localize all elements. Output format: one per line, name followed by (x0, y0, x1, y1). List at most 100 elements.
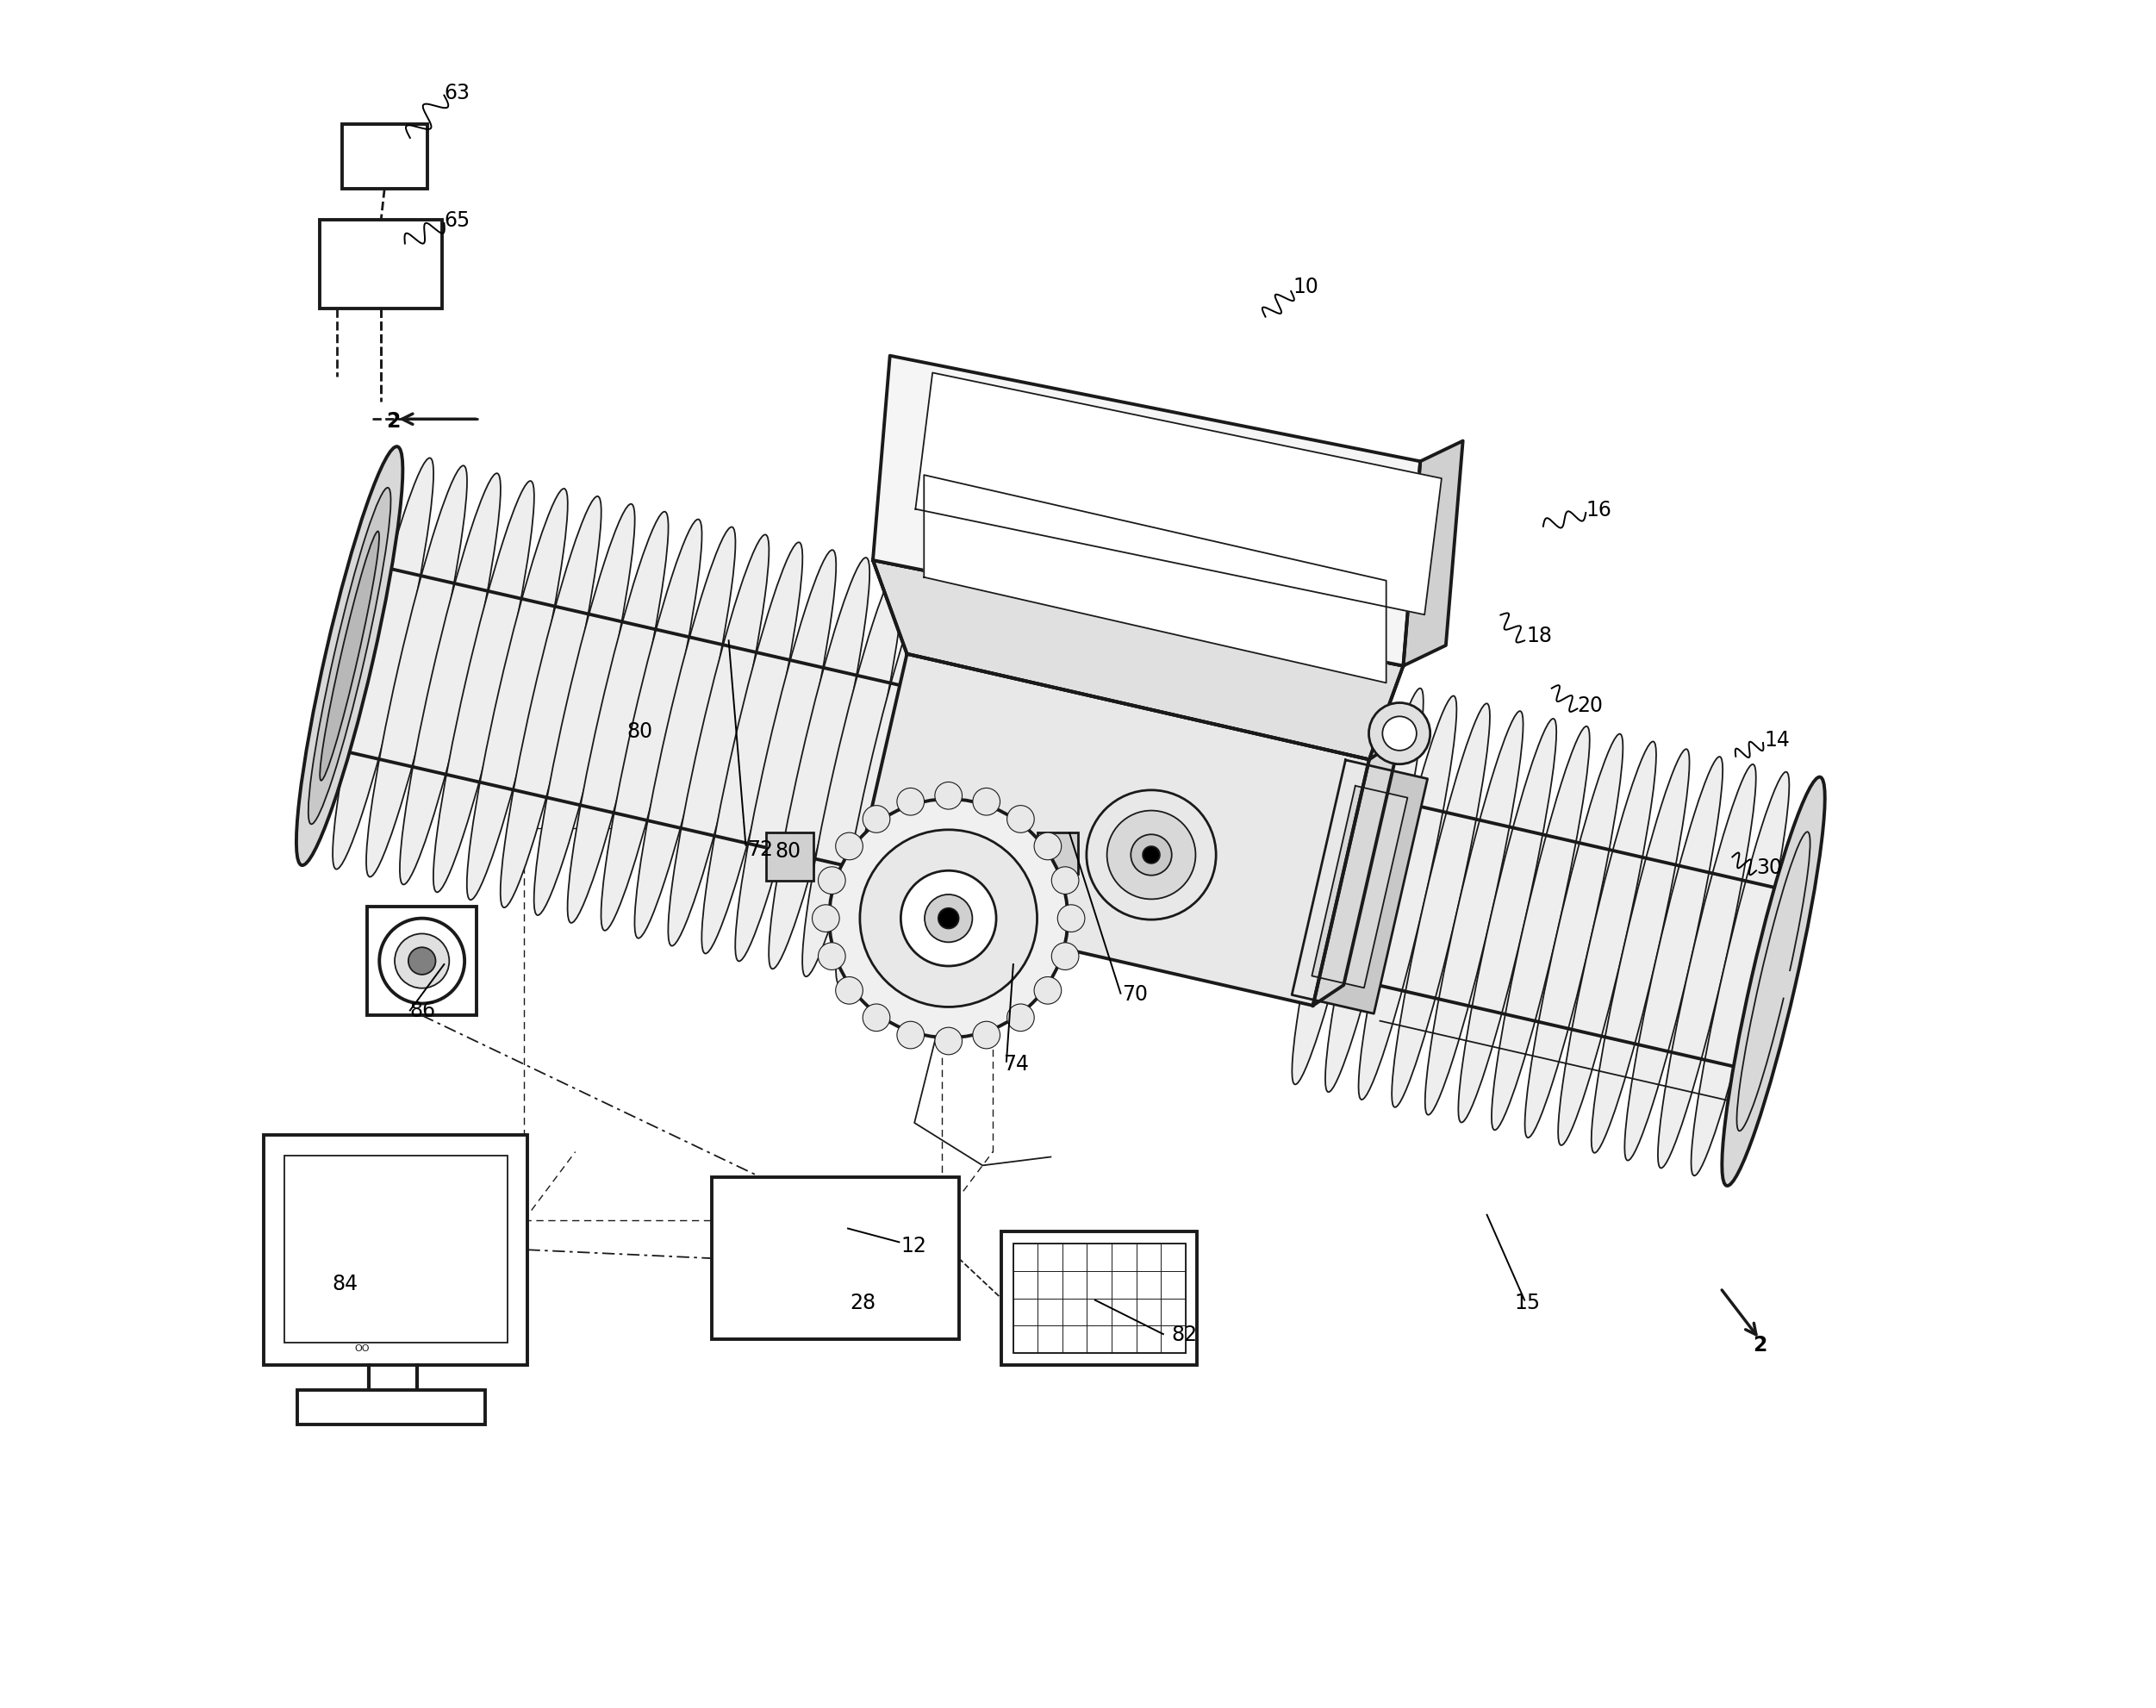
Bar (285, 1156, 507, 1342)
Ellipse shape (1626, 757, 1723, 1161)
Polygon shape (1404, 441, 1464, 666)
Ellipse shape (399, 473, 500, 885)
Bar (1037, 834, 1078, 874)
Text: 63: 63 (444, 82, 470, 102)
Circle shape (972, 789, 1000, 816)
Circle shape (1143, 847, 1160, 864)
Bar (765, 834, 813, 881)
Circle shape (1052, 868, 1078, 895)
Ellipse shape (433, 482, 535, 893)
Circle shape (837, 834, 862, 861)
Ellipse shape (1457, 719, 1557, 1122)
Text: 16: 16 (1587, 500, 1611, 521)
Circle shape (830, 799, 1067, 1038)
Circle shape (1382, 717, 1416, 752)
Text: 72: 72 (748, 839, 774, 859)
Text: 18: 18 (1526, 625, 1552, 646)
Ellipse shape (567, 512, 668, 924)
Ellipse shape (1393, 704, 1490, 1107)
Text: 30: 30 (1757, 857, 1783, 878)
Circle shape (897, 789, 925, 816)
Text: 80: 80 (774, 840, 800, 861)
Circle shape (936, 782, 962, 810)
Circle shape (1035, 977, 1061, 1004)
Bar (1013, 1243, 1186, 1353)
Text: 84: 84 (332, 1272, 358, 1293)
Ellipse shape (1725, 781, 1822, 1184)
Circle shape (862, 806, 890, 834)
Circle shape (972, 1021, 1000, 1049)
Ellipse shape (367, 466, 468, 878)
Circle shape (897, 1021, 925, 1049)
Polygon shape (1313, 740, 1399, 1006)
Ellipse shape (1326, 688, 1423, 1093)
Ellipse shape (308, 488, 390, 825)
Ellipse shape (1492, 728, 1589, 1131)
Bar (367, 907, 476, 1016)
Circle shape (817, 868, 845, 895)
Circle shape (1007, 806, 1035, 834)
Circle shape (1035, 834, 1061, 861)
Bar (1000, 1231, 1197, 1365)
Polygon shape (916, 374, 1442, 615)
Text: 82: 82 (1171, 1324, 1199, 1344)
Text: 70: 70 (1123, 984, 1149, 1004)
Ellipse shape (535, 504, 634, 915)
Text: OO: OO (356, 1344, 371, 1353)
Text: 74: 74 (1003, 1054, 1028, 1074)
Ellipse shape (332, 458, 433, 869)
Circle shape (813, 905, 839, 933)
Bar (343, 125, 427, 190)
Bar (298, 1390, 485, 1424)
Text: 2: 2 (386, 412, 401, 432)
Circle shape (395, 934, 448, 989)
Text: 65: 65 (444, 210, 470, 231)
Polygon shape (873, 560, 1404, 760)
Circle shape (1059, 905, 1084, 933)
Ellipse shape (1358, 697, 1457, 1100)
Circle shape (936, 1028, 962, 1056)
Ellipse shape (1658, 765, 1755, 1168)
Polygon shape (1291, 760, 1427, 1015)
Polygon shape (852, 654, 1369, 1006)
Polygon shape (873, 560, 1404, 760)
Circle shape (1106, 811, 1197, 900)
Polygon shape (925, 475, 1386, 683)
Polygon shape (1311, 786, 1408, 989)
Ellipse shape (602, 519, 703, 931)
Polygon shape (873, 357, 1421, 666)
Circle shape (1369, 704, 1429, 765)
Circle shape (1087, 791, 1216, 921)
Ellipse shape (1690, 772, 1789, 1175)
Text: 10: 10 (1294, 277, 1319, 297)
Circle shape (938, 909, 959, 929)
Bar (263, 1136, 528, 1365)
Bar (319, 220, 442, 309)
Circle shape (1007, 1004, 1035, 1032)
Text: 80: 80 (627, 721, 653, 741)
Ellipse shape (770, 559, 869, 968)
Text: 20: 20 (1578, 695, 1604, 716)
Ellipse shape (802, 565, 903, 977)
Polygon shape (328, 565, 908, 871)
Text: 2: 2 (1753, 1334, 1766, 1354)
Circle shape (925, 895, 972, 943)
Ellipse shape (634, 528, 735, 939)
Circle shape (1052, 943, 1078, 970)
Text: 15: 15 (1514, 1291, 1539, 1312)
Circle shape (901, 871, 996, 967)
Ellipse shape (468, 488, 567, 900)
Circle shape (817, 943, 845, 970)
Text: 86: 86 (410, 1001, 436, 1021)
Ellipse shape (319, 531, 379, 781)
Circle shape (407, 948, 436, 975)
Text: 12: 12 (901, 1235, 927, 1255)
Ellipse shape (1425, 712, 1522, 1115)
Text: 14: 14 (1766, 729, 1789, 750)
Bar (711, 1177, 959, 1339)
Ellipse shape (1524, 734, 1623, 1138)
Ellipse shape (701, 543, 802, 953)
Ellipse shape (295, 447, 403, 866)
Text: 28: 28 (849, 1291, 875, 1312)
Circle shape (379, 919, 464, 1004)
